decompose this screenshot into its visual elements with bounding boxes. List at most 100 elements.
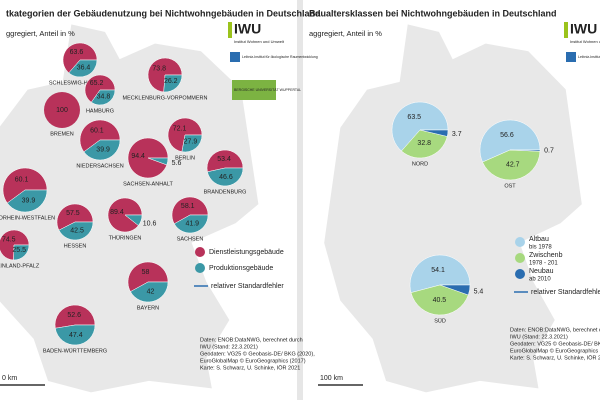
pie-value-label: 34.8 — [97, 94, 111, 101]
pie-slice — [54, 304, 96, 329]
pie-value-label: 60.1 — [15, 176, 29, 183]
pie-slice — [410, 284, 469, 316]
pie-value-label: 26.2 — [164, 78, 178, 85]
pie-slice — [79, 119, 121, 153]
logo-box — [232, 80, 276, 100]
region-name: RDRHEIN-WESTFALEN — [0, 215, 55, 221]
pie-value-label: 57.5 — [66, 210, 80, 217]
region-name: SACHSEN-ANHALT — [123, 181, 173, 187]
pie-value-label: 3.7 — [452, 131, 462, 138]
pie-slice — [147, 157, 169, 166]
pie-value-label: 42.7 — [506, 162, 520, 169]
region-name: SÜD — [434, 317, 446, 324]
pie-slice — [439, 284, 471, 296]
pie-slice — [173, 214, 209, 234]
region-name: BAYERN — [137, 305, 159, 311]
pie-value-label: 52.6 — [67, 312, 81, 319]
source-note: Geodaten: VG25 © Geobasis-DE/ BKG (2020)… — [200, 350, 315, 357]
region-name: BERLIN — [175, 155, 195, 161]
legend-period: bis 1978 — [529, 245, 552, 251]
pie-slice — [171, 196, 209, 225]
pie-slice — [0, 229, 30, 261]
pie-slice — [6, 189, 48, 213]
legend-swatch — [195, 247, 205, 257]
pie-value-label: 73.8 — [152, 66, 166, 73]
legend-label: Neubau — [529, 268, 554, 275]
pie-value-label: 5.6 — [172, 160, 182, 167]
pie-slice — [124, 214, 143, 226]
pie-value-label: 42.5 — [70, 228, 84, 235]
source-note: Daten: ENOB:DataNWG, berechnet dur — [510, 327, 600, 333]
pie-value-label: 47.4 — [69, 332, 83, 339]
logo-title: IWU — [570, 21, 597, 37]
legend-period: ab 2010 — [529, 277, 551, 283]
pie-value-label: 56.6 — [500, 132, 514, 139]
source-note: IWU (Stand: 22.3.2021) — [200, 344, 258, 350]
pie-value-label: 41.9 — [185, 221, 199, 228]
pie-slice — [409, 254, 471, 293]
pie-value-label: 46.6 — [219, 174, 233, 181]
logo-title: IWU — [234, 21, 261, 37]
pie-slice — [206, 149, 244, 173]
region-name: BREMEN — [50, 131, 74, 137]
pie-value-label: 10.6 — [143, 220, 157, 227]
pie-value-label: 36.4 — [77, 65, 91, 72]
pie-slice — [163, 74, 183, 93]
legend-swatch — [515, 253, 525, 263]
pie-value-label: 25.5 — [12, 247, 26, 254]
map-subtitle: aggregiert, Anteil in % — [309, 29, 382, 38]
source-note: EuroGlobalMap © EuroGeographics (2017) — [200, 357, 306, 364]
pie-slice — [479, 119, 541, 163]
legend-label: Dienstleistungsgebäude — [209, 249, 284, 256]
source-note: Karte: S. Schwarz, U. Schinke, IÖR 2021 — [200, 364, 300, 371]
pie-value-label: 63.5 — [407, 114, 421, 121]
pie-value-label: 54.1 — [431, 267, 445, 274]
logo-subtitle: Institut Wohnen und Umwelt — [570, 39, 600, 44]
source-note: Daten: ENOB:DataNWG, berechnet durch — [200, 337, 303, 343]
region-name: NORD — [412, 161, 428, 167]
pie-slice — [130, 281, 169, 303]
region-name: HESSEN — [64, 243, 87, 249]
map-title: Baualtersklassen bei Nichtwohngebäuden i… — [309, 8, 557, 18]
pie-value-label: 72.1 — [173, 125, 187, 132]
pie-slice — [68, 59, 98, 78]
germany-outline — [322, 22, 584, 394]
legend-error-label: relativer Standardfehler — [211, 283, 284, 290]
pie-slice — [62, 42, 98, 74]
legend-label: Produktionsgebäude — [209, 265, 273, 272]
pie-value-label: 32.8 — [417, 140, 431, 147]
legend-swatch — [195, 263, 205, 273]
logo-subtitle: Institut Wohnen und Umwelt — [234, 39, 285, 44]
pie-slice — [54, 324, 96, 346]
region-name: RHEINLAND-PFALZ — [0, 263, 40, 269]
pie-value-label: 65.2 — [90, 80, 104, 87]
pie-value-label: 89.4 — [110, 209, 124, 216]
logo-text: Leibniz-Institut für ökologische Raument… — [578, 55, 600, 59]
region-name: SCHLESWIG-HOLSTEIN — [49, 80, 111, 86]
region-name: HAMBURG — [86, 108, 114, 114]
pie-value-label: 58.1 — [181, 203, 195, 210]
legend-error-label: relativer Standardfehler — [531, 289, 600, 296]
pie-slice — [13, 244, 30, 261]
source-note: Karte: S. Schwarz, U. Schinke, IÖR 2 — [510, 354, 600, 361]
source-note: IWU (Stand: 22.3.2021) — [510, 334, 568, 340]
legend-period: 1978 - 201 — [529, 261, 558, 267]
pie-slice — [58, 221, 94, 241]
pie-value-label: 53.4 — [217, 156, 231, 163]
pie-slice — [83, 139, 121, 161]
legend-swatch — [515, 237, 525, 247]
source-note: EuroGlobalMap © EuroGeographics ( — [510, 347, 600, 354]
legend-label: Altbau — [529, 236, 549, 243]
legend-swatch — [515, 269, 525, 279]
pie-value-label: 74.5 — [2, 236, 16, 243]
pie-value-label: 39.9 — [22, 197, 36, 204]
region-name: BRANDENBURG — [204, 189, 247, 195]
pie-slice — [44, 92, 80, 128]
pie-value-label: 63.6 — [70, 49, 84, 56]
region-name: NIEDERSACHSEN — [76, 163, 123, 169]
pie-slice — [181, 134, 203, 153]
pie-slice — [2, 167, 48, 204]
region-name: OST — [504, 183, 516, 189]
pie-slice — [90, 89, 116, 106]
